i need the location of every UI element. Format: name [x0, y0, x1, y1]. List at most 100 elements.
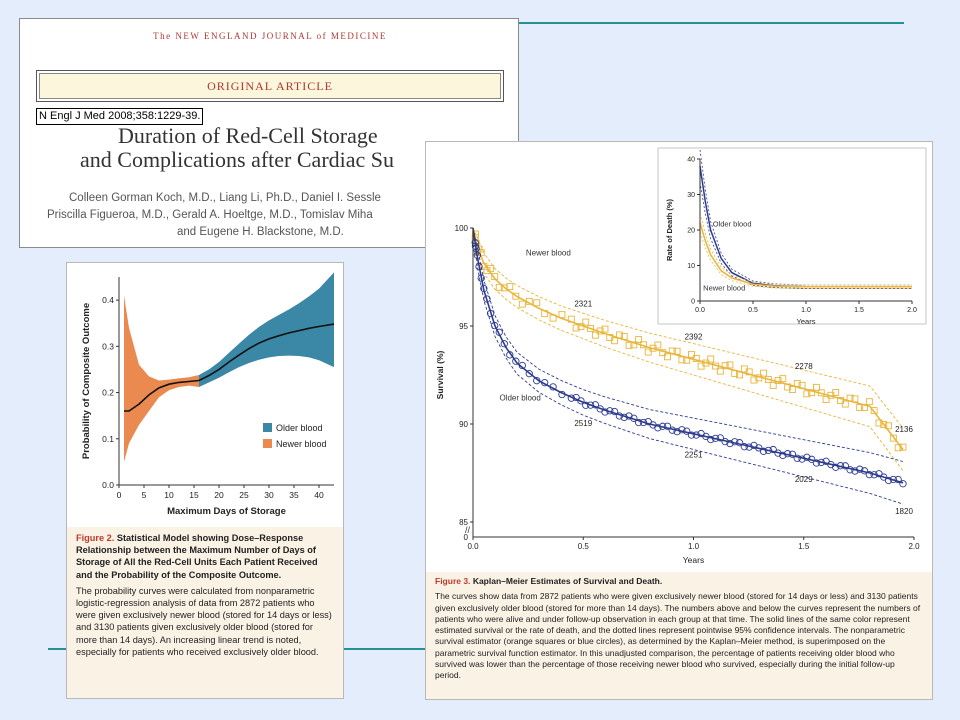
- y-tick-label: 95: [459, 322, 468, 331]
- km-marker-newer: [639, 341, 647, 349]
- km-marker-older: [659, 422, 667, 430]
- legend-label-older: Older blood: [276, 423, 323, 433]
- at-risk-older: 1820: [895, 507, 913, 516]
- inset-death-curve: [699, 222, 912, 288]
- older-blood-curve: [198, 323, 335, 382]
- km-marker-older: [884, 476, 893, 485]
- km-marker-older: [822, 457, 830, 465]
- km-marker-newer: [750, 376, 758, 384]
- km-marker-newer: [577, 323, 585, 331]
- figure-3-caption-title: Figure 3. Kaplan–Meier Estimates of Surv…: [435, 576, 923, 587]
- km-marker-older: [577, 397, 585, 405]
- y-tick-label: 100: [455, 224, 469, 233]
- km-marker-newer: [654, 341, 662, 349]
- km-marker-newer: [506, 283, 514, 290]
- km-marker-older: [610, 407, 619, 416]
- km-marker-newer: [736, 371, 744, 379]
- km-marker-older: [591, 401, 600, 409]
- km-marker-newer: [846, 394, 854, 402]
- y-tick-label: 0.2: [102, 388, 114, 398]
- km-marker-newer: [644, 348, 652, 356]
- figure-3-number: Figure 3.: [435, 576, 471, 586]
- km-marker-older: [798, 455, 806, 463]
- km-marker-newer: [798, 381, 806, 389]
- km-marker-older: [731, 438, 739, 446]
- km-marker-older: [475, 262, 483, 271]
- km-marker-older: [755, 444, 763, 452]
- at-risk-newer: 2278: [795, 362, 813, 371]
- figure-2-caption-body: The probability curves were calculated f…: [76, 585, 332, 657]
- inset-x-axis-title: Years: [797, 317, 816, 326]
- at-risk-older: 2519: [574, 419, 592, 428]
- series-label-older: Older blood: [499, 393, 540, 402]
- km-marker-older: [721, 438, 729, 446]
- x-tick-label: 10: [164, 490, 174, 500]
- km-marker-newer: [500, 284, 508, 292]
- km-marker-older: [473, 251, 482, 259]
- km-marker-newer: [889, 434, 897, 442]
- km-marker-older: [558, 390, 566, 399]
- km-marker-newer: [549, 314, 557, 322]
- km-marker-older: [817, 458, 825, 467]
- km-marker-older: [518, 361, 526, 370]
- figure-2-number: Figure 2.: [76, 533, 115, 543]
- km-marker-newer: [615, 331, 623, 339]
- km-marker-older: [500, 340, 508, 348]
- km-marker-older: [808, 455, 816, 463]
- km-marker-newer: [721, 362, 729, 370]
- km-marker-newer: [856, 404, 864, 411]
- y-tick-label: 85: [459, 518, 468, 527]
- km-marker-newer: [870, 407, 878, 415]
- bottom-rule-mid: [344, 648, 425, 650]
- x-tick-label: 2.0: [908, 542, 920, 551]
- km-marker-older: [832, 463, 840, 471]
- inset-y-tick-label: 0: [691, 299, 695, 306]
- km-marker-older: [663, 422, 672, 430]
- km-marker-older: [707, 435, 715, 444]
- km-marker-older: [735, 439, 744, 447]
- x-tick-label: 15: [189, 490, 199, 500]
- y-tick-label: 0.3: [102, 341, 114, 351]
- km-marker-newer: [726, 361, 734, 369]
- km-marker-newer: [788, 386, 796, 393]
- km-marker-older: [740, 443, 749, 451]
- x-axis-title: Years: [683, 555, 704, 565]
- km-marker-newer: [731, 370, 739, 377]
- km-marker-newer: [572, 324, 580, 332]
- figure-3-title-text: Kaplan–Meier Estimates of Survival and D…: [472, 576, 663, 586]
- km-marker-older: [875, 470, 883, 478]
- km-marker-older: [533, 377, 541, 385]
- authors-line-2: Priscilla Figueroa, M.D., Gerald A. Hoel…: [47, 209, 373, 221]
- newer-blood-curve: [124, 379, 200, 412]
- inset-label-newer: Newer blood: [703, 283, 745, 292]
- km-marker-older: [774, 449, 782, 457]
- authors-line-1: Colleen Gorman Koch, M.D., Liang Li, Ph.…: [69, 192, 381, 204]
- km-marker-older: [889, 475, 898, 484]
- at-risk-newer: 2321: [574, 299, 592, 308]
- km-marker-newer: [668, 347, 676, 355]
- km-marker-older: [486, 309, 495, 318]
- km-marker-older: [788, 450, 797, 458]
- km-marker-newer: [587, 324, 595, 332]
- y-tick-label: 0.4: [102, 295, 114, 305]
- km-marker-newer: [769, 381, 777, 389]
- km-marker-newer: [591, 331, 599, 339]
- series-label-newer: Newer blood: [526, 248, 571, 257]
- article-title: Duration of Red-Cell Storage and Complic…: [20, 123, 518, 172]
- x-tick-label: 0.0: [467, 542, 479, 551]
- figure-2-card: 0 5 10 15 20 25 30 35 40 0.0 0.1 0.2 0.3 0.4 Maximum D…: [66, 262, 344, 699]
- km-marker-newer: [487, 264, 495, 272]
- km-marker-newer: [837, 396, 844, 404]
- km-marker-older: [549, 383, 557, 391]
- km-marker-older: [692, 431, 700, 439]
- km-marker-older: [865, 471, 873, 479]
- figure-3-caption-body: The curves show data from 2872 patients …: [435, 591, 921, 681]
- km-marker-older: [654, 424, 662, 432]
- older-blood-ci-band: [199, 272, 334, 387]
- km-marker-newer: [894, 444, 902, 452]
- title-line-1: Duration of Red-Cell Storage: [118, 123, 378, 148]
- km-marker-older: [639, 418, 648, 427]
- inset-x-tick-label: 2.0: [907, 307, 917, 314]
- km-marker-older: [495, 328, 503, 336]
- km-marker-older: [525, 370, 533, 378]
